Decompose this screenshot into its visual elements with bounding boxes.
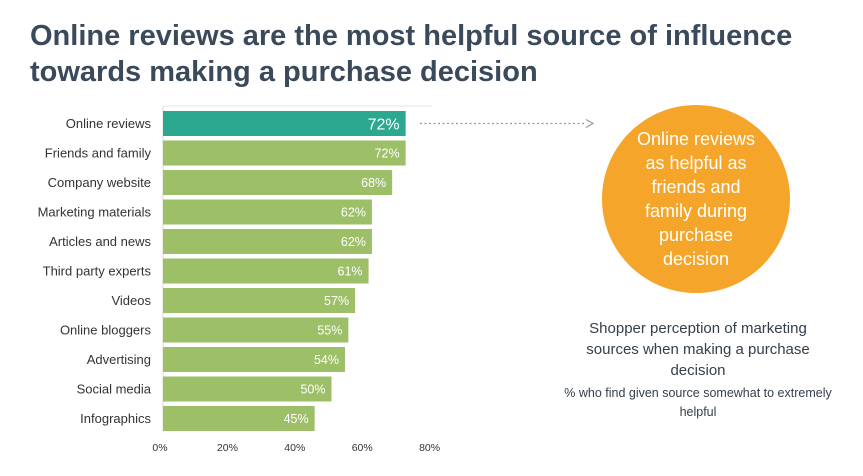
category-label: Marketing materials bbox=[38, 205, 152, 220]
category-label: Online bloggers bbox=[60, 323, 152, 338]
bar bbox=[163, 111, 406, 136]
bar-value-label: 72% bbox=[368, 117, 400, 134]
bar bbox=[163, 199, 372, 225]
bar bbox=[163, 170, 393, 195]
x-tick-label: 60% bbox=[352, 442, 373, 454]
category-label: Social media bbox=[77, 382, 152, 397]
bar bbox=[163, 229, 372, 254]
bar bbox=[163, 140, 406, 166]
chart-caption: Shopper perception of marketing sources … bbox=[563, 318, 833, 422]
bar bbox=[163, 376, 332, 402]
callout-circle: Online reviews as helpful as friends and… bbox=[602, 105, 790, 293]
bar-value-label: 68% bbox=[361, 176, 386, 190]
bar-value-label: 55% bbox=[317, 324, 342, 338]
category-label: Infographics bbox=[80, 411, 151, 426]
category-label: Company website bbox=[48, 175, 151, 190]
callout-text: Online reviews as helpful as friends and… bbox=[636, 129, 756, 269]
bar-value-label: 62% bbox=[341, 235, 366, 249]
x-tick-label: 40% bbox=[284, 442, 305, 454]
bar bbox=[163, 347, 345, 372]
bar-value-label: 62% bbox=[341, 206, 366, 220]
category-label: Third party experts bbox=[43, 264, 152, 279]
bar-value-label: 72% bbox=[375, 147, 400, 161]
category-label: Online reviews bbox=[66, 116, 152, 131]
category-label: Articles and news bbox=[49, 234, 151, 249]
bar bbox=[163, 288, 356, 313]
bar-value-label: 45% bbox=[284, 412, 309, 426]
caption-main: Shopper perception of marketing sources … bbox=[586, 320, 810, 379]
bar bbox=[163, 406, 315, 431]
category-label: Videos bbox=[111, 293, 151, 308]
page-title: Online reviews are the most helpful sour… bbox=[30, 20, 793, 88]
category-label: Advertising bbox=[87, 352, 151, 367]
caption-sub: % who find given source somewhat to extr… bbox=[564, 386, 832, 419]
arrow-head-icon bbox=[585, 118, 595, 129]
bar-value-label: 50% bbox=[300, 383, 325, 397]
x-tick-label: 80% bbox=[419, 442, 440, 454]
bar bbox=[163, 258, 369, 284]
x-tick-label: 0% bbox=[152, 442, 167, 454]
category-label: Friends and family bbox=[45, 146, 152, 161]
x-tick-label: 20% bbox=[217, 442, 238, 454]
bar-value-label: 57% bbox=[324, 294, 349, 308]
bar-value-label: 54% bbox=[314, 353, 339, 367]
bar bbox=[163, 317, 349, 343]
bar-value-label: 61% bbox=[338, 265, 363, 279]
